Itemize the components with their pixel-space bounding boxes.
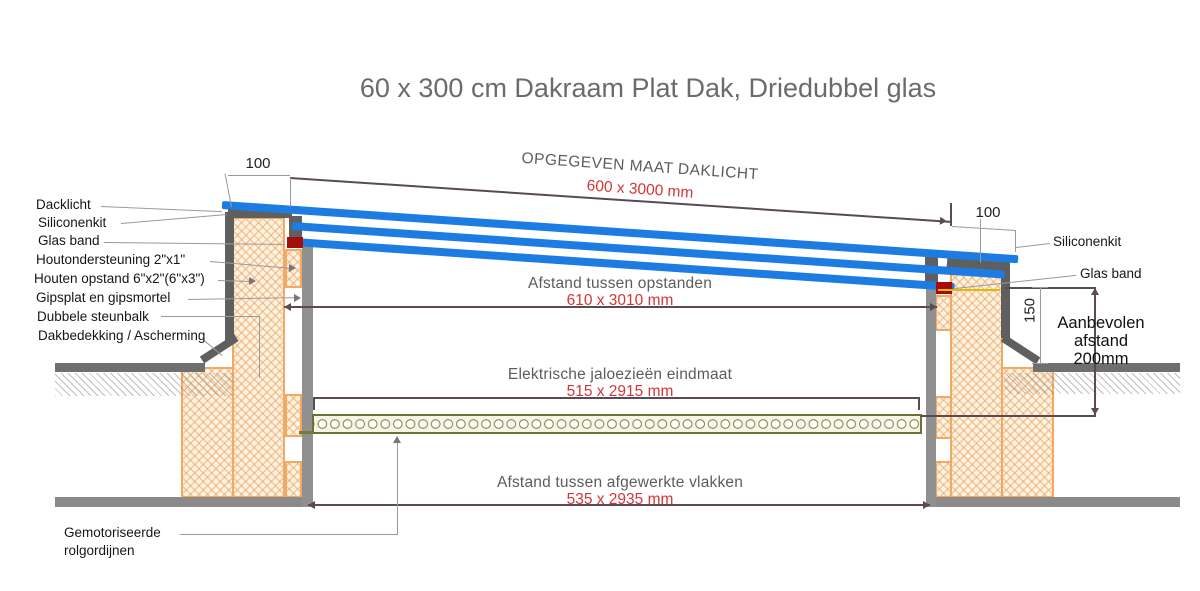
leader-dubbele-steunbalk-h: [161, 316, 259, 317]
glas-band-block-left: [287, 237, 303, 248]
glas-band-block-right: [936, 282, 952, 294]
dim-value-flange-left: 100: [245, 155, 271, 172]
dim-caption-jaloezie: Elektrische jaloezieën eindmaat: [507, 366, 733, 383]
dim-line-recommended-vertical: [1094, 287, 1096, 417]
dim-tick: [1032, 363, 1048, 364]
dim-arrow: [284, 303, 291, 311]
label-houtondersteuning: Houtondersteuning 2"x1": [36, 252, 186, 267]
leader-siliconenkit-left: [120, 213, 227, 224]
roller-blind: [312, 414, 922, 434]
dim-line-jaloezie: [313, 397, 920, 399]
dim-line-opstanden: [284, 306, 937, 308]
dim-line-recommended-bottom: [921, 415, 1096, 417]
wood-support-right: [935, 295, 952, 331]
ceiling-right: [928, 497, 1180, 507]
gipsplat-right: [926, 288, 936, 507]
extension-line: [980, 219, 981, 263]
roller-blind-rail-stub: [299, 431, 313, 434]
note-aanbevolen-line1: Aanbevolen: [1057, 314, 1145, 332]
dim-arrow-daklicht: [939, 216, 948, 226]
dim-line-upstand-height: [1040, 288, 1041, 364]
dim-value-vlakken: 535 x 2935 mm: [566, 491, 674, 508]
label-siliconenkit-left: Siliconenkit: [38, 215, 107, 230]
leader-dacklicht: [100, 206, 222, 213]
sealing-tape-right: [938, 289, 1000, 291]
note-aanbevolen-line2: afstand: [1073, 332, 1129, 350]
label-dubbele-steunbalk: Dubbele steunbalk: [37, 309, 149, 324]
ceiling-left: [55, 497, 308, 507]
page-title: 60 x 300 cm Dakraam Plat Dak, Driedubbel…: [359, 73, 937, 103]
label-rolgordijnen: rolgordijnen: [64, 543, 135, 558]
dim-value-upstand-height: 150: [1021, 297, 1039, 324]
leader-arrow: [249, 277, 256, 285]
label-siliconenkit-right: Siliconenkit: [1053, 234, 1122, 249]
label-gemotoriseerde: Gemotoriseerde: [64, 525, 161, 540]
dim-line-flange-left: [228, 175, 290, 176]
dim-line-vlakken: [308, 504, 930, 506]
dim-value-jaloezie: 515 x 2915 mm: [566, 383, 674, 400]
dim-value-flange-right: 100: [975, 204, 1001, 221]
dim-value-opstanden: 610 x 3010 mm: [566, 292, 674, 309]
dim-caption-vlakken: Afstand tussen afgewerkte vlakken: [496, 474, 744, 491]
dim-line-flange-right: [951, 226, 1016, 232]
extension-line: [950, 203, 952, 226]
label-glasband-left: Glas band: [38, 233, 100, 248]
membrane-left-vertical: [225, 212, 234, 344]
label-houten-opstand: Houten opstand 6"x2"(6"x3"): [34, 271, 205, 286]
dim-hook: [313, 397, 315, 410]
dim-arrow: [930, 303, 937, 311]
dim-arrow: [308, 501, 315, 509]
insulation-hatch-right: [1004, 373, 1180, 394]
dim-arrow: [1091, 408, 1099, 415]
roof-deck-left: [55, 363, 205, 372]
dim-hook: [918, 397, 920, 410]
insulation-hatch-left: [55, 373, 233, 396]
leader-siliconenkit-right: [1015, 242, 1050, 248]
frame-cap-left: [228, 209, 292, 218]
wood-beam-left-upper: [285, 394, 302, 437]
label-dakbedekking: Dakbedekking / Ascherming: [38, 328, 206, 343]
wood-upstand-right: [950, 264, 1003, 498]
gipsplat-left: [302, 244, 313, 507]
membrane-right-vertical: [1001, 262, 1010, 338]
leader-arrow: [393, 436, 401, 443]
dim-arrow: [1091, 288, 1099, 295]
extension-line: [290, 178, 291, 207]
dim-line-recommended-top: [1005, 287, 1096, 289]
leader-dubbele-steunbalk-v: [259, 316, 260, 378]
dim-tick: [1032, 287, 1048, 288]
leader-rolgordijnen-h: [180, 534, 398, 535]
leader-arrow: [289, 264, 296, 272]
label-glasband-right: Glas band: [1080, 266, 1142, 281]
leader-arrow: [294, 294, 301, 302]
roof-deck-right: [1033, 363, 1180, 372]
dim-arrow: [923, 501, 930, 509]
wood-beam-right-lower: [935, 461, 952, 498]
wood-beam-left-lower: [285, 461, 302, 498]
note-aanbevolen-line3: 200mm: [1073, 350, 1129, 368]
label-dacklicht: Dacklicht: [36, 197, 91, 212]
dim-caption-opstanden: Afstand tussen opstanden: [527, 275, 713, 292]
label-gipsplat: Gipsplat en gipsmortel: [36, 290, 171, 305]
membrane-right-slope: [1000, 334, 1041, 365]
leader-rolgordijnen-v: [397, 443, 398, 534]
extension-line: [1015, 230, 1016, 252]
wood-beam-right-upper: [935, 396, 952, 439]
